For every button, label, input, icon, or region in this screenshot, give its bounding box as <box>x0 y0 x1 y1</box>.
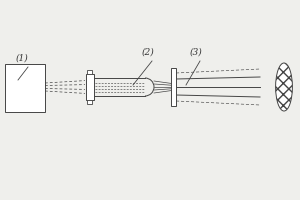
Ellipse shape <box>276 63 292 111</box>
Bar <box>86 74 94 100</box>
Bar <box>171 68 176 106</box>
Text: (1): (1) <box>16 54 28 63</box>
Text: (2): (2) <box>142 48 154 57</box>
Bar <box>87 70 92 74</box>
Bar <box>87 100 92 104</box>
Text: (3): (3) <box>190 48 202 57</box>
Bar <box>5 64 45 112</box>
